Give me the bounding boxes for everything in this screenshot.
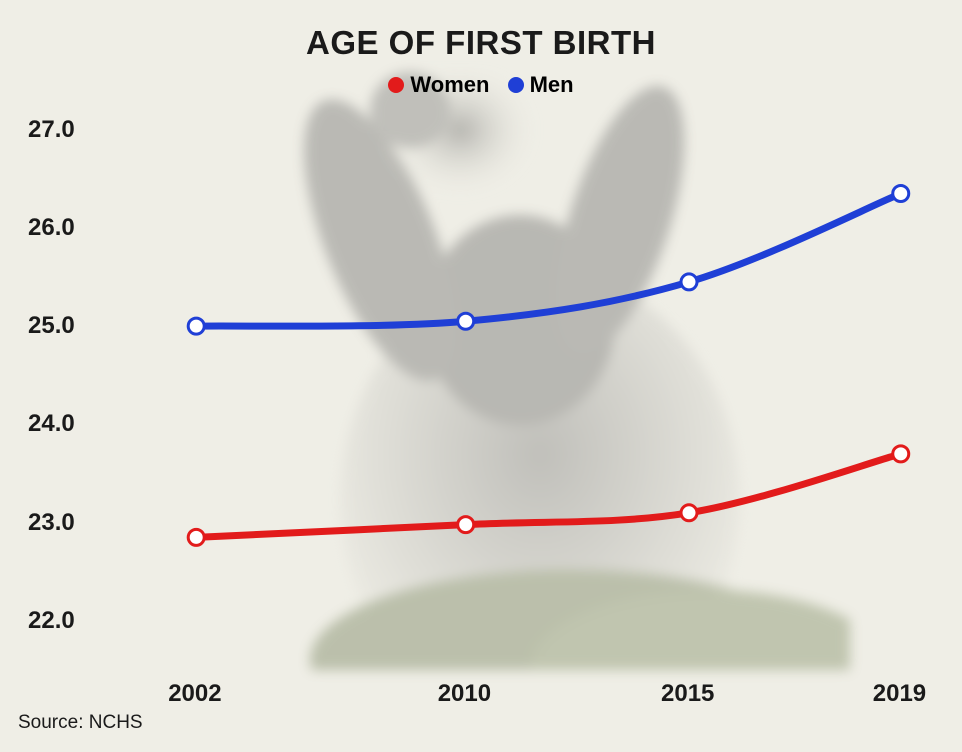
series-marker-women [681, 505, 697, 521]
series-marker-women [893, 446, 909, 462]
y-tick-label: 22.0 [28, 607, 75, 635]
legend-label-men: Men [530, 72, 574, 98]
legend-item-women: Women [388, 72, 489, 98]
legend: Women Men [0, 72, 962, 99]
legend-dot-women [388, 77, 404, 93]
plot-area [150, 110, 920, 670]
y-tick-label: 23.0 [28, 509, 75, 537]
source-label: Source: NCHS [18, 712, 143, 734]
chart-title: AGE OF FIRST BIRTH [0, 24, 962, 62]
series-marker-women [188, 529, 204, 545]
legend-label-women: Women [410, 72, 489, 98]
series-marker-men [681, 274, 697, 290]
y-tick-label: 27.0 [28, 116, 75, 144]
x-tick-label: 2015 [661, 680, 714, 708]
series-line-women [196, 454, 901, 538]
y-tick-label: 26.0 [28, 214, 75, 242]
series-marker-men [188, 318, 204, 334]
x-tick-label: 2019 [873, 680, 926, 708]
y-tick-label: 25.0 [28, 312, 75, 340]
x-tick-label: 2002 [168, 680, 221, 708]
legend-dot-men [508, 77, 524, 93]
series-marker-women [458, 517, 474, 533]
series-marker-men [893, 186, 909, 202]
y-tick-label: 24.0 [28, 410, 75, 438]
series-marker-men [458, 313, 474, 329]
series-line-men [196, 194, 901, 327]
legend-item-men: Men [508, 72, 574, 98]
x-tick-label: 2010 [438, 680, 491, 708]
